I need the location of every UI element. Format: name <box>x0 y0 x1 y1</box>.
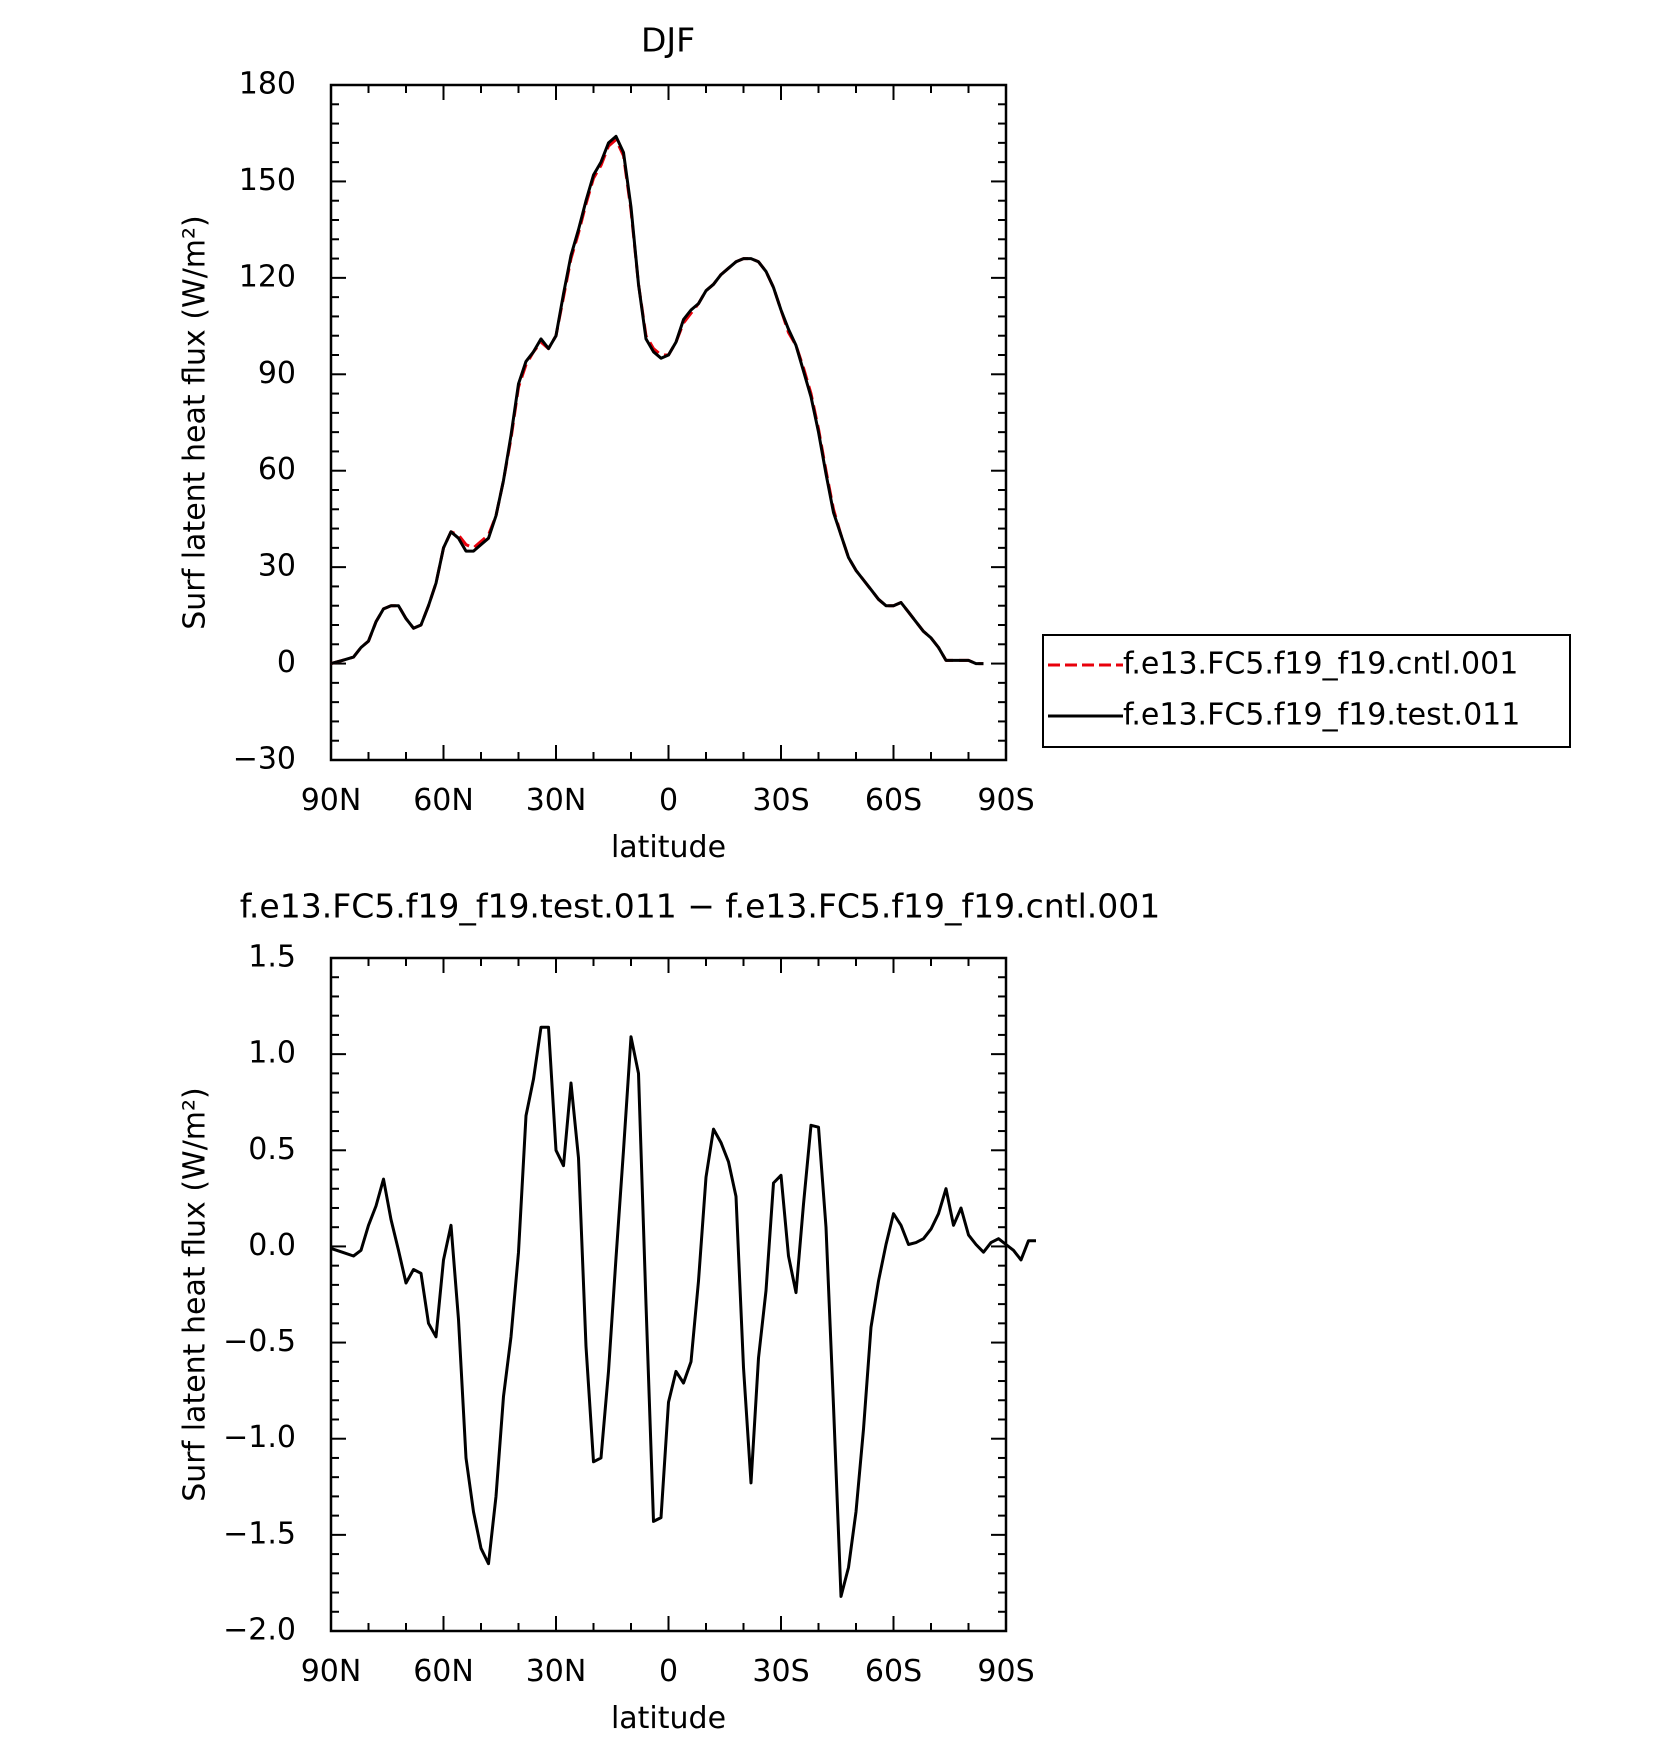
chart-bottom: f.e13.FC5.f19_f19.test.011 − f.e13.FC5.f… <box>178 887 1161 1737</box>
legend-label: f.e13.FC5.f19_f19.cntl.001 <box>1123 647 1518 682</box>
y-tick-label: 30 <box>258 549 296 584</box>
y-tick-label: −1.5 <box>223 1516 296 1551</box>
y-tick-label: 0 <box>277 645 296 680</box>
x-tick-label: 90S <box>977 783 1034 818</box>
x-tick-label: 90N <box>301 783 362 818</box>
y-tick-label: 1.0 <box>248 1036 296 1071</box>
x-tick-label: 30N <box>526 1654 587 1689</box>
series-line <box>330 1025 1036 1598</box>
x-tick-label: 90S <box>977 1654 1034 1689</box>
x-tick-label: 30S <box>752 1654 809 1689</box>
x-tick-label: 60S <box>865 1654 922 1689</box>
y-tick-label: 1.5 <box>248 940 296 975</box>
y-tick-label: 0.0 <box>248 1228 296 1263</box>
y-axis-label: Surf latent heat flux (W/m²) <box>178 1087 213 1502</box>
x-tick-label: 90N <box>301 1654 362 1689</box>
legend-label: f.e13.FC5.f19_f19.test.011 <box>1123 698 1520 733</box>
x-tick-label: 60N <box>413 783 474 818</box>
x-tick-label: 30S <box>752 783 809 818</box>
y-tick-label: 60 <box>258 452 296 487</box>
plot-frame <box>329 956 1008 1633</box>
x-tick-label: 30N <box>526 783 587 818</box>
y-tick-label: 150 <box>239 163 296 198</box>
x-tick-label: 0 <box>659 1654 678 1689</box>
x-axis-label: latitude <box>611 830 726 865</box>
y-tick-label: −0.5 <box>223 1324 296 1359</box>
y-tick-label: −30 <box>233 742 296 777</box>
plot-frame <box>329 83 1008 762</box>
y-tick-label: 90 <box>258 356 296 391</box>
y-tick-label: 120 <box>239 259 296 294</box>
y-axis-label: Surf latent heat flux (W/m²) <box>178 215 213 630</box>
y-tick-label: 180 <box>239 67 296 102</box>
chart-title: f.e13.FC5.f19_f19.test.011 − f.e13.FC5.f… <box>240 887 1161 926</box>
x-tick-label: 60N <box>413 1654 474 1689</box>
y-tick-label: −2.0 <box>223 1613 296 1648</box>
series-line <box>330 138 984 666</box>
x-axis-label: latitude <box>611 1701 726 1736</box>
series-line <box>330 134 984 666</box>
x-tick-label: 0 <box>659 783 678 818</box>
chart-top: DJF 90N 60N 30N 0 30S 60S 90S −30 0 30 60 90 120 150 18… <box>178 21 1571 865</box>
legend-box <box>1042 634 1571 748</box>
x-tick-label: 60S <box>865 783 922 818</box>
y-tick-label: −1.0 <box>223 1420 296 1455</box>
chart-title: DJF <box>641 21 695 60</box>
y-tick-label: 0.5 <box>248 1132 296 1167</box>
